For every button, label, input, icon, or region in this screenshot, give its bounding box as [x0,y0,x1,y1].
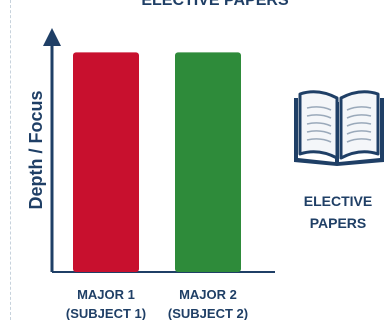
open-book-icon [294,90,384,166]
elective-papers-line-1: ELECTIVE [303,193,373,209]
elective-papers-line-2: PAPERS [309,215,367,231]
x-tick-labels: MAJOR 1 (SUBJECT 1) MAJOR 2 (SUBJECT 2) [66,287,248,320]
elective-papers-label: ELECTIVE PAPERS [289,190,387,234]
bars-layer [73,52,241,273]
dashed-divider [10,0,11,320]
x-tick-label-2-line-1: MAJOR 2 [179,287,237,302]
x-tick-label-2-line-2: (SUBJECT 2) [168,306,248,320]
bar-1 [73,52,139,273]
chart-title: ELECTIVE PAPERS [141,0,289,9]
bar-2 [175,52,241,273]
x-tick-label-1-line-2: (SUBJECT 1) [66,306,146,320]
y-axis-label: Depth / Focus [26,90,46,209]
x-tick-label-1-line-1: MAJOR 1 [77,287,135,302]
y-axis-arrowhead [43,28,61,46]
